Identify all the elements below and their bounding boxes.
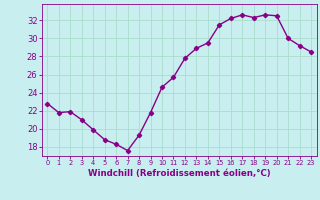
X-axis label: Windchill (Refroidissement éolien,°C): Windchill (Refroidissement éolien,°C) <box>88 169 270 178</box>
